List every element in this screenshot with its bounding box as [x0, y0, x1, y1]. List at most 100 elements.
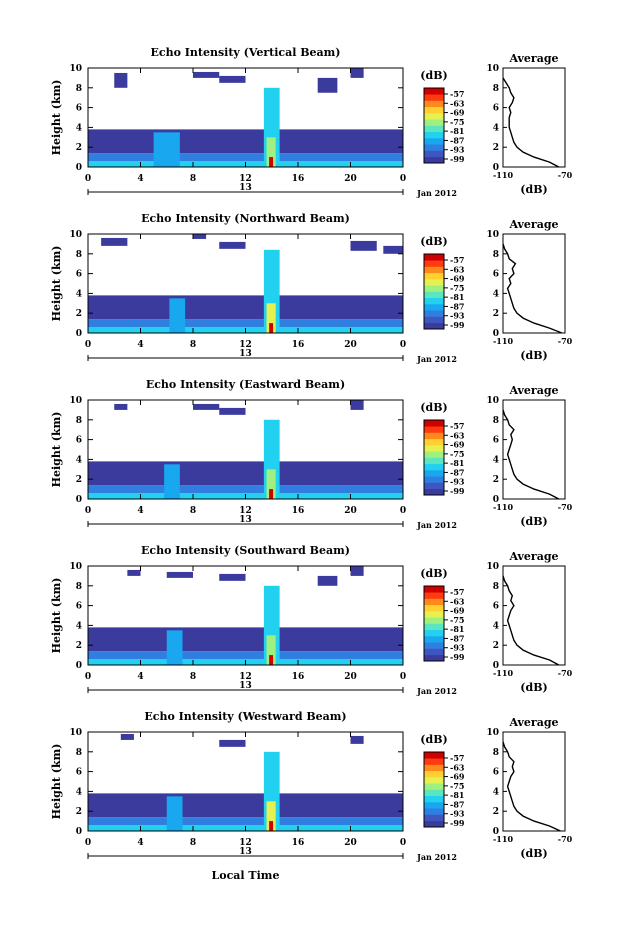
- colorbar-swatch: [424, 629, 444, 637]
- colorbar-swatch: [424, 752, 444, 759]
- average-x-tick-label: -70: [558, 668, 573, 678]
- average-x-tick-label: -70: [558, 834, 573, 844]
- colorbar-swatch: [424, 598, 444, 606]
- colorbar-tick-label: -99: [450, 818, 465, 828]
- colorbar-swatch: [424, 94, 444, 101]
- colorbar-tick-label: -93: [450, 145, 465, 155]
- y-tick-label: 2: [76, 641, 82, 651]
- colorbar-frame: [423, 253, 445, 330]
- heatmap-cell: [193, 71, 220, 78]
- y-tick-label: 6: [76, 270, 82, 280]
- colorbar-swatch: [424, 604, 444, 612]
- colorbar-frame: [423, 751, 445, 828]
- average-y-tick-label: 6: [493, 436, 499, 446]
- colorbar-swatch: [424, 260, 444, 267]
- heatmap-cell: [127, 569, 141, 576]
- average-title: Average: [508, 716, 558, 729]
- average-y-tick-label: 8: [493, 416, 499, 426]
- colorbar-tick-label: -63: [450, 762, 465, 772]
- heatmap-cell: [350, 566, 364, 576]
- y-tick-label: 10: [69, 396, 82, 406]
- heatmap-cell: [88, 793, 403, 818]
- colorbar-swatch: [424, 88, 444, 95]
- y-tick-label: 6: [76, 602, 82, 612]
- colorbar-tick-label: -99: [450, 154, 465, 164]
- x-tick-label: 8: [190, 174, 196, 184]
- y-tick-label: 0: [76, 163, 82, 173]
- colorbar-frame: [423, 585, 445, 662]
- x-tick-label: 12: [239, 174, 252, 184]
- average-y-tick-label: 4: [493, 289, 499, 299]
- average-y-tick-label: 10: [486, 728, 499, 738]
- y-tick-label: 6: [76, 104, 82, 114]
- heatmap-cell: [114, 72, 128, 88]
- heatmap-cell: [383, 245, 403, 254]
- colorbar-tick-label: -93: [450, 643, 465, 653]
- average-x-tick-label: -110: [493, 336, 513, 346]
- y-axis-label: Height (km): [50, 578, 63, 654]
- x-tick-label: 20: [344, 340, 357, 350]
- panel-title: Echo Intensity (Vertical Beam): [150, 46, 340, 59]
- average-title: Average: [508, 550, 558, 563]
- colorbar-tick-label: -75: [450, 781, 464, 791]
- y-tick-label: 8: [76, 748, 82, 758]
- average-y-tick-label: 2: [493, 143, 499, 153]
- colorbar-swatch: [424, 463, 444, 471]
- average-x-tick-label: -70: [558, 502, 573, 512]
- colorbar-swatch: [424, 285, 444, 292]
- y-tick-label: 8: [76, 250, 82, 260]
- heatmap-cell: [266, 635, 276, 665]
- x-tick-label: 16: [292, 174, 305, 184]
- average-y-tick-label: 0: [493, 495, 499, 505]
- panel-title: Echo Intensity (Southward Beam): [141, 544, 350, 557]
- colorbar-swatch: [424, 808, 444, 815]
- heatmap-cell: [88, 129, 403, 154]
- colorbar-tick-label: -87: [450, 135, 464, 145]
- colorbar-swatch: [424, 789, 444, 797]
- colorbar-swatch: [424, 476, 444, 483]
- y-tick-label: 4: [76, 621, 82, 631]
- colorbar-swatch: [424, 445, 444, 452]
- heatmap-cell: [269, 821, 274, 831]
- average-y-tick-label: 0: [493, 661, 499, 671]
- y-tick-label: 10: [69, 230, 82, 240]
- average-y-tick-label: 2: [493, 475, 499, 485]
- heatmap-cell: [219, 573, 246, 581]
- heatmap-cell: [269, 157, 274, 167]
- heatmap-cell: [193, 234, 207, 239]
- month-label: Jan 2012: [416, 520, 457, 530]
- x-tick-label: 4: [137, 174, 143, 184]
- heatmap-cell: [350, 400, 364, 410]
- colorbar-tick-label: -57: [450, 255, 464, 265]
- heatmap-cell: [166, 571, 193, 578]
- average-y-tick-label: 4: [493, 455, 499, 465]
- heatmap-cell: [153, 132, 180, 167]
- colorbar-swatch: [424, 138, 444, 145]
- day-label: 13: [239, 681, 252, 691]
- x-tick-label: 8: [190, 340, 196, 350]
- average-frame: [502, 731, 566, 832]
- colorbar-swatch: [424, 642, 444, 649]
- x-tick-label: 0: [400, 174, 406, 184]
- month-label: Jan 2012: [416, 686, 457, 696]
- y-tick-label: 0: [76, 827, 82, 837]
- colorbar-swatch: [424, 457, 444, 465]
- x-tick-label: 4: [137, 838, 143, 848]
- colorbar-swatch: [424, 420, 444, 427]
- y-tick-label: 0: [76, 661, 82, 671]
- average-x-label: (dB): [520, 349, 547, 362]
- colorbar-swatch: [424, 820, 444, 828]
- average-y-tick-label: 10: [486, 64, 499, 74]
- x-axis-label: Local Time: [212, 869, 280, 882]
- heatmap-cell: [88, 627, 403, 652]
- heatmap-cell: [350, 735, 364, 744]
- heatmap-cell: [266, 303, 276, 333]
- average-y-tick-label: 4: [493, 787, 499, 797]
- colorbar-swatch: [424, 438, 444, 446]
- heatmap-cell: [88, 651, 403, 660]
- colorbar-swatch: [424, 795, 444, 803]
- colorbar-swatch: [424, 316, 444, 324]
- colorbar-tick-label: -75: [450, 283, 464, 293]
- average-y-tick-label: 2: [493, 807, 499, 817]
- month-label: Jan 2012: [416, 354, 457, 364]
